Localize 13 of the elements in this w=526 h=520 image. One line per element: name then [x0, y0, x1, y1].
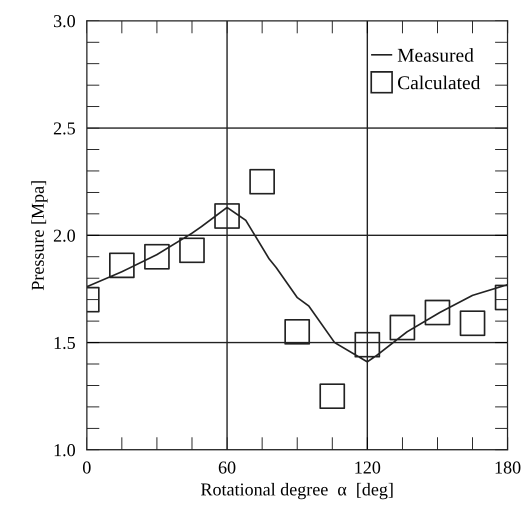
y-tick-label: 2.5 — [54, 122, 75, 135]
x-tick-label: 180 — [496, 461, 520, 474]
x-tick-label: 60 — [218, 461, 236, 474]
y-tick-label: 3.0 — [54, 15, 75, 28]
y-tick-label: 1.0 — [54, 444, 75, 456]
y-tick-label: 2.0 — [54, 230, 75, 242]
legend-label: Calculated — [398, 76, 480, 90]
y-tick-label: 1.5 — [54, 336, 75, 350]
y-axis-title: Pressure [Mpa] — [31, 181, 48, 290]
x-tick-label: 0 — [82, 461, 91, 474]
x-tick-label: 120 — [355, 461, 380, 474]
x-axis-title: Rotational degree α [deg] — [200, 482, 393, 500]
legend-label: Measured — [398, 48, 474, 62]
